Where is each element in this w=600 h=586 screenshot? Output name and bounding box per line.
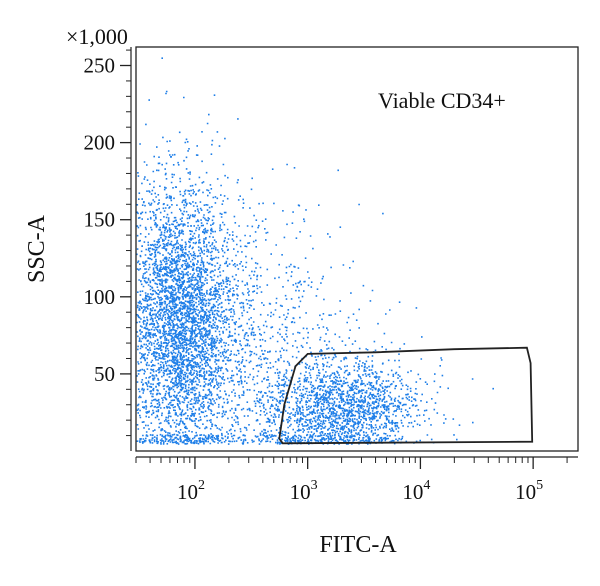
y-tick-label: 200 bbox=[84, 131, 116, 155]
y-axis-multiplier: ×1,000 bbox=[66, 24, 128, 49]
y-axis-title: SSC-A bbox=[24, 214, 50, 283]
x-tick-label: 105 bbox=[515, 478, 543, 504]
y-tick-label: 100 bbox=[84, 285, 116, 309]
gate-polygon bbox=[278, 346, 534, 445]
x-tick-label: 104 bbox=[402, 478, 430, 504]
x-tick-label: 102 bbox=[177, 478, 205, 504]
y-axis: 50 100 150 200 250 bbox=[84, 47, 132, 451]
scatter-points bbox=[136, 57, 494, 445]
y-tick-label: 50 bbox=[94, 362, 115, 386]
x-tick-label: 103 bbox=[290, 478, 318, 504]
x-axis: 102 103 104 105 bbox=[135, 456, 578, 504]
y-tick-label: 150 bbox=[84, 208, 116, 232]
y-tick-label: 250 bbox=[84, 54, 116, 78]
gate-annotation: Viable CD34+ bbox=[378, 88, 506, 113]
x-axis-title: FITC-A bbox=[319, 532, 397, 558]
plot-frame bbox=[135, 46, 579, 452]
scatter-point-cloud bbox=[136, 57, 494, 445]
